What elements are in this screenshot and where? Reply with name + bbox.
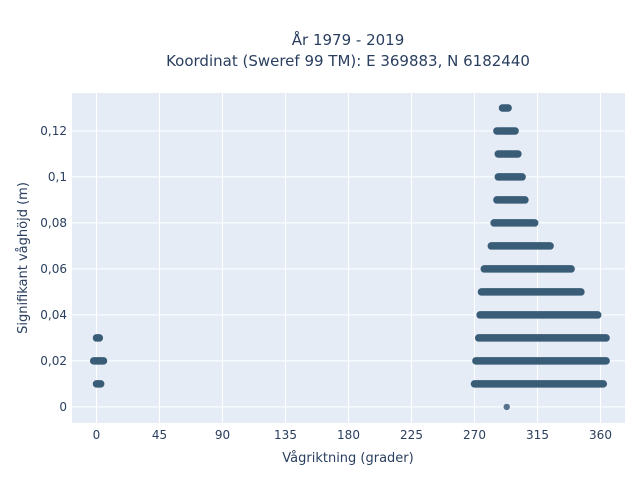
x-tick-label: 315 [526, 428, 549, 442]
x-tick-label: 225 [400, 428, 423, 442]
x-tick-label: 360 [589, 428, 612, 442]
x-tick-label: 135 [274, 428, 297, 442]
y-tick-label: 0,08 [40, 216, 67, 230]
y-axis-label: Signifikant våghöjd (m) [16, 182, 31, 334]
x-tick-label: 180 [337, 428, 360, 442]
data-point [503, 403, 510, 411]
x-axis-label: Vågriktning (grader) [282, 451, 413, 466]
chart-title-line1: År 1979 - 2019 [292, 30, 405, 49]
y-tick-label: 0,04 [40, 308, 67, 322]
y-tick-label: 0,1 [48, 170, 67, 184]
y-tick-label: 0,02 [40, 354, 67, 368]
x-tick-label: 90 [215, 428, 230, 442]
x-tick-label: 0 [93, 428, 101, 442]
x-tick-label: 270 [463, 428, 486, 442]
x-tick-labels: 0 45 90 135 180 225 270 315 360 [93, 428, 612, 442]
x-tick-label: 45 [152, 428, 167, 442]
chart-title-line2: Koordinat (Sweref 99 TM): E 369883, N 61… [166, 52, 530, 70]
y-tick-labels: 0 0,02 0,04 0,06 0,08 0,1 0,12 [40, 124, 67, 414]
data-points [89, 104, 610, 411]
y-tick-label: 0 [59, 400, 67, 414]
y-tick-label: 0,12 [40, 124, 67, 138]
y-tick-label: 0,06 [40, 262, 67, 276]
